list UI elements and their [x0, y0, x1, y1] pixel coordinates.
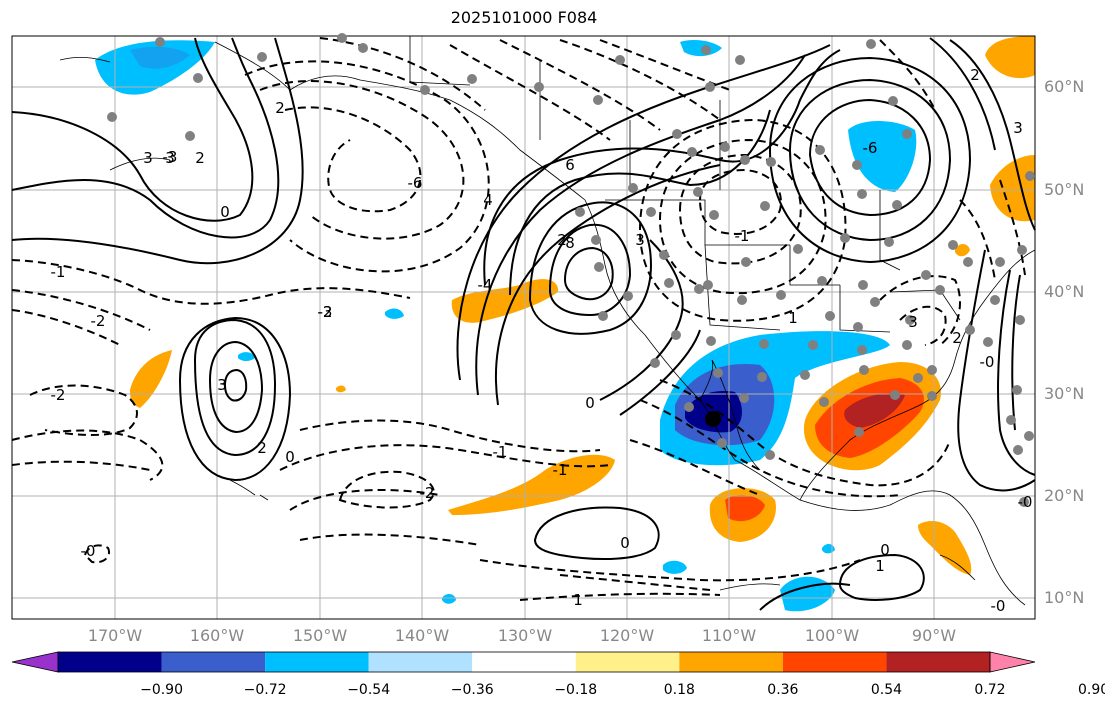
- lon-label-140w: 140°W: [394, 626, 450, 645]
- contour-label: -0: [979, 353, 995, 371]
- colorbar-tick-label: 0.36: [767, 682, 799, 698]
- contour-label: 2: [557, 231, 567, 249]
- colorbar-tick-label: 0.72: [974, 682, 1006, 698]
- contour-label: -2: [419, 484, 435, 502]
- contour-label: 3: [143, 149, 153, 167]
- contour-label: -2: [50, 386, 66, 404]
- colorbar-frame: [57, 651, 991, 673]
- colorbar-tick-label: −0.54: [347, 682, 391, 698]
- lon-label-110w: 110°W: [701, 626, 757, 645]
- coastlines: [59, 36, 1036, 606]
- lat-label-10: 10°N: [1044, 588, 1085, 607]
- contour-label: 2: [275, 99, 285, 117]
- colorbar-extend-min: [11, 651, 59, 673]
- contour-label: 2: [257, 439, 267, 457]
- colorbar-extend-max: [989, 651, 1036, 673]
- contour-label: 2: [952, 329, 962, 347]
- colorbar-tick-label: −0.90: [140, 682, 183, 698]
- map-title: 2025101000 F084: [450, 8, 598, 27]
- lon-label-160w: 160°W: [189, 626, 245, 645]
- contour-label: -1: [50, 263, 66, 281]
- colorbar-tick-label: −0.18: [554, 682, 598, 698]
- contour-label: 0: [620, 534, 630, 552]
- colorbar-segment: [161, 652, 266, 672]
- contour-label: 3: [635, 231, 645, 249]
- colorbar-segment: [679, 652, 783, 672]
- contour-label: -1: [552, 461, 568, 479]
- contour-label: 1: [788, 309, 798, 327]
- contour-label: -0: [1017, 493, 1033, 511]
- anomaly-shading: [95, 40, 917, 612]
- contour-label: -1: [734, 227, 750, 245]
- lat-label-40: 40°N: [1044, 282, 1085, 301]
- contour-label: 0: [585, 394, 595, 412]
- positive-shading: [130, 36, 1035, 575]
- colorbar-segment: [782, 652, 887, 672]
- negative-contours: [11, 37, 1026, 601]
- contour-label: 2: [195, 149, 205, 167]
- cyclone-center-marker: [705, 411, 721, 427]
- lon-label-150w: 150°W: [292, 626, 348, 645]
- contour-label: 0: [285, 448, 295, 466]
- lon-label-100w: 100°W: [804, 626, 860, 645]
- contour-label: -0: [990, 597, 1006, 615]
- colorbar-tick-label: 0.18: [663, 682, 695, 698]
- contour-label: -0: [80, 542, 96, 560]
- contour-label: 4: [483, 191, 493, 209]
- lon-label-120w: 120°W: [599, 626, 655, 645]
- contour-label: 8: [565, 234, 575, 252]
- colorbar-segment: [265, 652, 369, 672]
- lon-label-130w: 130°W: [497, 626, 553, 645]
- contour-label: -6: [862, 139, 878, 157]
- lon-label-170w: 170°W: [87, 626, 143, 645]
- colorbar-tick-label: −0.72: [243, 682, 287, 698]
- contour-label: -6: [407, 174, 423, 192]
- contour-label: -4: [477, 276, 493, 294]
- contour-label: -2: [90, 312, 106, 330]
- contour-label: 0: [220, 203, 230, 221]
- contour-label: 6: [565, 156, 575, 174]
- contour-label: 2: [970, 66, 980, 84]
- contour-label: 1: [875, 557, 885, 575]
- lat-label-20: 20°N: [1044, 486, 1085, 505]
- contour-label: 0: [880, 541, 890, 559]
- contour-label: 3: [217, 376, 227, 394]
- colorbar-segment: [58, 652, 162, 672]
- colorbar-tick-label: 0.90: [1077, 682, 1105, 698]
- contour-label: 1: [573, 591, 583, 609]
- map-frame: [11, 35, 1036, 620]
- colorbar-segment: [472, 652, 576, 672]
- contour-label: 3: [1013, 119, 1023, 137]
- contour-label: -1: [492, 443, 508, 461]
- station-markers: [107, 33, 1035, 507]
- colorbar-tick-label: −0.36: [450, 682, 494, 698]
- contour-label: -3: [162, 148, 178, 166]
- colorbar-segment: [368, 652, 473, 672]
- colorbar-tick-label: 0.54: [870, 682, 903, 698]
- contour-label: -2: [317, 303, 333, 321]
- colorbar-segment: [575, 652, 680, 672]
- lat-label-30: 30°N: [1044, 384, 1085, 403]
- lat-label-60: 60°N: [1044, 77, 1085, 96]
- lat-label-50: 50°N: [1044, 180, 1085, 199]
- lon-label-90w: 90°W: [911, 626, 957, 645]
- contour-label: 3: [165, 149, 175, 167]
- contour-label: 3: [908, 313, 918, 331]
- contour-label: -3: [317, 303, 333, 321]
- colorbar-segment: [886, 652, 990, 672]
